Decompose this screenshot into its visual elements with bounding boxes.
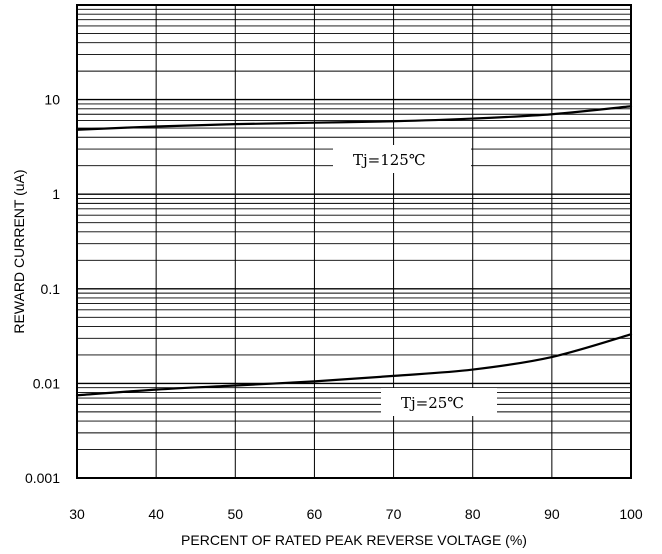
series-line-tj-25 — [75, 333, 633, 397]
x-tick-label: 90 — [544, 506, 560, 522]
series-group — [75, 105, 633, 397]
x-tick-label: 30 — [69, 506, 85, 522]
x-axis-label: PERCENT OF RATED PEAK REVERSE VOLTAGE (%… — [181, 532, 527, 548]
y-tick-label: 10 — [44, 92, 60, 108]
y-tick-label: 1 — [52, 186, 60, 202]
annotation-tj-125: Tj=125℃ — [353, 151, 426, 169]
y-tick-label: 0.1 — [41, 281, 61, 297]
annotation-tj-25-box — [381, 388, 497, 416]
plot-frame — [76, 4, 632, 479]
x-tick-label: 60 — [307, 506, 323, 522]
series-line-tj-125 — [75, 105, 633, 131]
x-tick-label: 80 — [465, 506, 481, 522]
y-tick-label: 0.001 — [25, 470, 60, 486]
y-tick-label: 0.01 — [33, 375, 60, 391]
x-tick-label: 70 — [386, 506, 402, 522]
x-tick-label: 100 — [619, 506, 643, 522]
annotation-tj-25: Tj=25℃ — [401, 394, 464, 412]
y-axis-label: REWARD CURRENT (uA) — [11, 169, 27, 333]
annotation-tj-125-box — [333, 145, 471, 173]
annotations: Tj=125℃ Tj=25℃ — [333, 145, 497, 416]
tick-labels: 30 40 50 60 70 80 90 100 0.001 0.01 0.1 1 10 — [25, 92, 643, 522]
x-tick-label: 50 — [227, 506, 243, 522]
grid — [77, 5, 631, 478]
x-tick-label: 40 — [148, 506, 164, 522]
